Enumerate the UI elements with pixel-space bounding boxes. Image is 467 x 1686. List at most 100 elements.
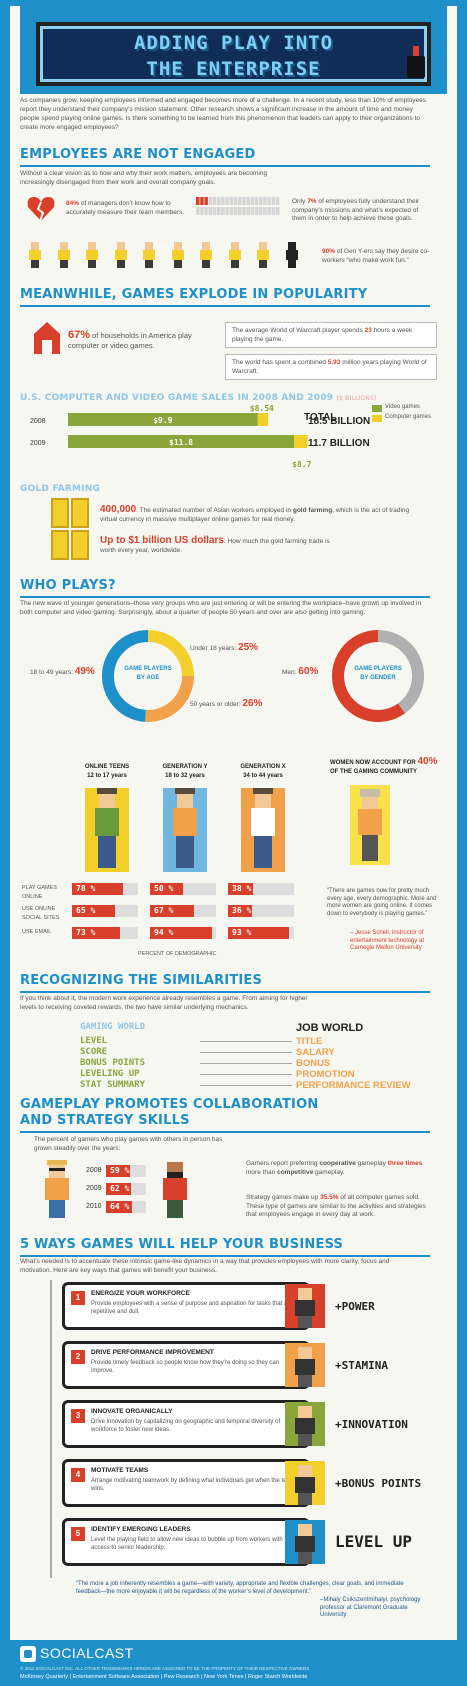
gender-donut	[332, 630, 424, 722]
demographic-bar-label: 73 %	[76, 928, 96, 937]
grid-cell	[225, 197, 229, 205]
video-bar-label: $11.8	[169, 438, 193, 447]
wow-hours-box: The average World of Warcraft player spe…	[225, 322, 437, 348]
way-character-icon	[285, 1520, 325, 1564]
collab-bar-fill	[106, 1201, 132, 1213]
seven-percent-grid	[196, 197, 280, 215]
grid-cell	[208, 197, 213, 205]
gold-t2: : How much the gold farming trade is wor…	[100, 538, 330, 554]
legend-computer-label: Computer games	[385, 414, 432, 420]
demographic-bar: 78 %	[72, 883, 138, 895]
age-donut	[102, 630, 194, 722]
person-body	[228, 250, 241, 260]
grid-cell	[259, 207, 263, 215]
group-teens-name: ONLINE TEENS	[84, 764, 130, 770]
person-head	[59, 242, 68, 250]
person-body	[200, 250, 212, 260]
gold-n1: 400,000	[100, 504, 137, 515]
gender-donut-label: GAME PLAYERS BY GENDER	[354, 666, 402, 681]
grid-cell	[225, 207, 229, 215]
who-subtitle: The new wave of younger generations–thos…	[20, 600, 422, 616]
mapping-arrow	[200, 1085, 292, 1086]
stat-geny-pct: 90%	[322, 248, 336, 255]
schell-attribution: – Jesse Schell, instructor of entertainm…	[350, 930, 425, 951]
grid-cell	[212, 207, 217, 215]
computer-bar-label-2009: $8.7	[292, 460, 311, 469]
person-head	[31, 242, 39, 250]
wow-years-box: The world has spent a combined 5.93 mill…	[225, 354, 437, 380]
collab-t2c: of all computer games sold. These type o…	[246, 1194, 426, 1218]
age-50-label: 50 years or older:	[190, 701, 241, 708]
collab-t2a: Strategy games make up	[246, 1194, 319, 1201]
way-character-icon	[285, 1461, 325, 1505]
section-title-games: MEANWHILE, GAMES EXPLODE IN POPULARITY	[20, 287, 368, 302]
slice-50-plus	[145, 675, 194, 722]
collab-stat-2: Strategy games make up 35.5% of all comp…	[246, 1194, 436, 1220]
grid-cell	[254, 197, 259, 205]
demographic-bar: 94 %	[150, 927, 216, 939]
collab-t2b: 35.5%	[320, 1194, 339, 1201]
gaming-term: LEVEL	[80, 1036, 108, 1046]
gamer-glasses-icon	[45, 1160, 69, 1218]
gold-t1b: gold farming	[292, 507, 333, 514]
way-character-icon	[285, 1402, 325, 1446]
genY-person	[228, 242, 242, 268]
sales-title-text: U.S. COMPUTER AND VIDEO GAME SALES IN 20…	[20, 393, 334, 403]
bars-axis-label: PERCENT OF DEMOGRAPHIC	[138, 951, 217, 957]
demographic-bar-label: 50 %	[154, 884, 174, 893]
way-card: 3 INNOVATE ORGANICALLY Drive innovation by…	[62, 1400, 310, 1448]
grid-cell	[267, 197, 271, 205]
similarities-subtitle: If you think about it, the modern work e…	[20, 995, 308, 1011]
wow-years-n: 5.93	[327, 359, 341, 366]
demographic-bar-fill	[228, 927, 290, 939]
grid-cell	[221, 207, 225, 215]
genx-character	[241, 788, 285, 872]
person-legs	[287, 260, 296, 268]
age-1849: 18 to 49 years: 49%	[30, 666, 95, 678]
wow-years-post: million years playing World of Warcraft.	[232, 359, 427, 375]
collab-bar: 59 %	[106, 1165, 146, 1177]
mapping-arrow	[200, 1052, 292, 1053]
geny-character	[163, 788, 207, 872]
age-50: 50 years or older: 26%	[190, 699, 262, 710]
collab-bar: 62 %	[106, 1183, 146, 1195]
collab-t1e: more than	[246, 1168, 276, 1176]
demographic-bar-fill	[228, 905, 252, 917]
way-bonus-label: +POWER	[335, 1300, 375, 1313]
person-legs	[230, 260, 239, 268]
wow-years-text: The world has spent a combined 5.93 mill…	[232, 359, 432, 376]
way-title: ENERGIZE YOUR WORKFORCE	[91, 1290, 190, 1297]
grid-cell	[275, 197, 280, 205]
age-1849-pct: 49%	[74, 666, 95, 677]
group-genx: GENERATION X 34 to 44 years	[228, 763, 298, 780]
demographic-bar-label: 36 %	[232, 906, 252, 915]
demographic-bar-label: 67 %	[154, 906, 174, 915]
stat-mission-text: of employees fully understand their comp…	[292, 198, 420, 222]
grid-cell	[229, 207, 234, 215]
demographic-bar-fill	[150, 883, 183, 895]
bomb-icon	[407, 46, 425, 78]
footer: SOCIALCAST © 2011 SOCIALCAST INC. ALL OT…	[0, 1640, 467, 1686]
section-title-ways: 5 WAYS GAMES WILL HELP YOUR BUSINESS	[20, 1237, 344, 1252]
section-rule	[20, 305, 430, 307]
section-title-engaged: EMPLOYEES ARE NOT ENGAGED	[20, 147, 256, 162]
job-term: TITLE	[296, 1036, 323, 1047]
way-number: 5	[71, 1527, 85, 1541]
age-1849-label: 18 to 49 years:	[30, 669, 73, 676]
grid-cell	[221, 197, 225, 205]
wow-hours-n: 23	[364, 327, 372, 334]
footer-brand: SOCIALCAST	[40, 1645, 134, 1661]
person-legs	[88, 260, 96, 268]
stat-managers: 84% of managers don’t know how to accura…	[66, 200, 186, 217]
demographic-bar-label: 94 %	[154, 928, 174, 937]
genY-person	[142, 242, 156, 268]
grid-cell	[275, 207, 280, 215]
house-icon	[34, 322, 60, 354]
grid-cell	[212, 197, 217, 205]
way-card: 1 ENERGIZE YOUR WORKFORCE Provide employee…	[62, 1282, 310, 1330]
section-rule	[20, 165, 430, 167]
grid-cell	[200, 197, 204, 205]
collab-t1d: three times	[387, 1160, 423, 1167]
demographic-bar-fill	[72, 905, 115, 917]
grid-cell	[246, 197, 250, 205]
